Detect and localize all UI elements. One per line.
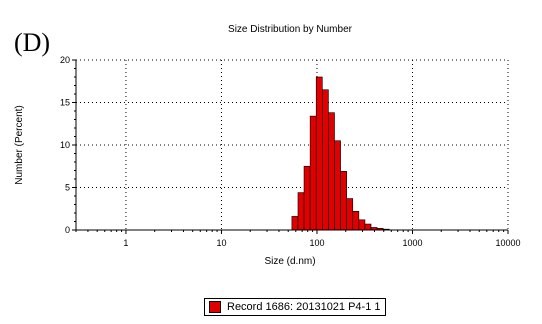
x-tick-label: 10000 [495,238,520,248]
legend-entry: Record 1686: 20131021 P4-1 1 [227,301,381,313]
y-tick-label: 15 [60,98,70,108]
y-tick-label: 20 [60,55,70,65]
histogram-bar [297,192,305,231]
histogram-bar [315,76,323,231]
y-axis-label: Number (Percent) [14,105,25,184]
histogram-bar [303,165,311,231]
x-tick-label: 10 [216,238,226,248]
histogram-bar [364,223,372,231]
x-tick-label: 100 [309,238,324,248]
legend: Record 1686: 20131021 P4-1 1 [204,298,386,316]
histogram-bar [346,198,354,231]
histogram-bar [358,219,366,231]
histogram-bar [334,140,341,231]
legend-swatch [209,301,221,313]
histogram-bar [291,216,299,231]
y-tick-label: 5 [65,183,70,193]
x-axis-label: Size (d.nm) [264,256,315,267]
y-tick-label: 10 [60,140,70,150]
chart-title: Size Distribution by Number [228,24,353,35]
histogram-bar [328,112,335,231]
x-tick-label: 1000 [402,238,422,248]
histogram-bar [340,171,347,231]
x-tick-label: 1 [123,238,128,248]
y-tick-label: 0 [65,225,70,235]
histogram-bar [309,115,317,231]
panel-label: (D) [14,28,51,57]
histogram-bar [322,89,329,231]
histogram-bar [352,211,360,231]
